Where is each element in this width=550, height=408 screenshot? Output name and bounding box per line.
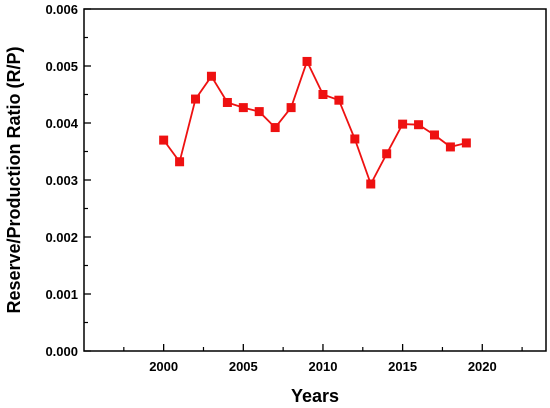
data-point (302, 56, 312, 66)
x-tick-labels: 2000 2005 2010 2015 2020 (149, 359, 497, 374)
data-point (366, 179, 376, 189)
data-point (414, 120, 424, 130)
data-point (398, 119, 408, 129)
data-point (382, 149, 392, 159)
x-tick-label: 2005 (229, 359, 258, 374)
y-tick-labels: 0.000 0.001 0.002 0.003 0.004 0.005 0.006 (45, 2, 78, 359)
data-point (334, 95, 344, 105)
y-tick-label: 0.002 (45, 230, 78, 245)
x-tick-label: 2015 (388, 359, 417, 374)
data-point (159, 135, 169, 145)
data-point (191, 94, 201, 104)
data-point (206, 71, 216, 81)
data-point (445, 142, 455, 152)
data-point (286, 103, 296, 113)
y-tick-label: 0.004 (45, 116, 78, 131)
x-tick-label: 2010 (309, 359, 338, 374)
data-point (270, 123, 280, 133)
x-tick-label: 2000 (149, 359, 178, 374)
y-tick-label: 0.003 (45, 173, 78, 188)
data-point (238, 103, 248, 113)
data-point (429, 130, 439, 140)
x-axis-title: Years (291, 386, 339, 406)
data-point (222, 97, 232, 107)
data-point (318, 90, 328, 99)
data-point (175, 157, 185, 167)
data-point (461, 138, 471, 148)
plot-frame (83, 8, 547, 352)
y-tick-label: 0.001 (45, 287, 78, 302)
data-point (350, 134, 360, 144)
data-point (254, 107, 264, 117)
x-tick-label: 2020 (468, 359, 497, 374)
data-series (159, 56, 471, 189)
y-tick-label: 0.000 (45, 344, 78, 359)
y-tick-label: 0.006 (45, 2, 78, 17)
y-axis-title: Reserve/Production Ratio (R/P) (4, 46, 24, 313)
y-tick-label: 0.005 (45, 59, 78, 74)
